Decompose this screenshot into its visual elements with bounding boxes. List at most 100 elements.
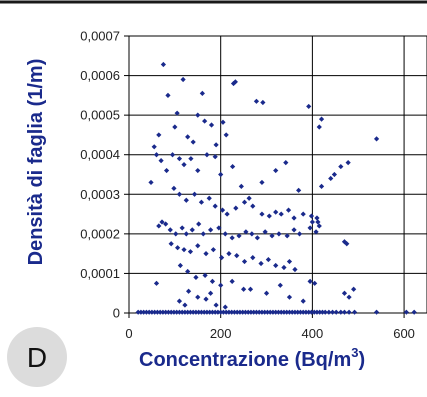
data-point	[284, 233, 290, 239]
data-point	[179, 225, 185, 231]
data-point	[259, 309, 265, 315]
data-point	[207, 309, 213, 315]
data-point	[174, 110, 180, 116]
data-point	[344, 241, 350, 247]
data-point	[176, 156, 183, 162]
data-point	[240, 309, 246, 315]
data-point	[316, 124, 322, 130]
data-point	[317, 309, 323, 315]
data-point	[195, 294, 201, 300]
data-point	[212, 203, 218, 209]
data-point	[174, 245, 181, 251]
data-point	[151, 144, 157, 150]
data-point	[135, 309, 141, 315]
data-point	[173, 231, 179, 237]
data-point	[283, 160, 289, 166]
data-point	[254, 235, 260, 241]
data-point	[322, 309, 328, 315]
data-point	[259, 211, 265, 217]
data-point	[190, 309, 196, 315]
data-point	[218, 309, 224, 315]
y-tick-label: 0,0007	[80, 29, 120, 44]
data-point	[230, 163, 236, 170]
data-point	[306, 309, 312, 315]
data-point	[209, 278, 216, 284]
data-point	[246, 195, 252, 201]
data-point	[309, 219, 315, 225]
x-axis-title-main: Concentrazione (Bq/m	[139, 349, 351, 371]
data-point	[286, 294, 293, 300]
data-point	[196, 221, 202, 227]
data-point	[267, 309, 273, 315]
data-point	[346, 294, 352, 300]
data-point	[201, 309, 207, 315]
data-point	[253, 98, 260, 104]
y-tick-label: 0,0006	[80, 68, 120, 83]
data-point	[319, 309, 326, 315]
data-point	[158, 158, 164, 164]
data-point	[373, 309, 380, 315]
data-point	[153, 280, 160, 286]
data-point	[236, 233, 242, 239]
x-axis-ticks: 0 200 400 600	[125, 313, 415, 341]
data-point	[195, 243, 201, 249]
data-point	[206, 195, 212, 201]
data-point	[185, 309, 191, 315]
data-point	[157, 309, 163, 315]
data-point	[202, 118, 208, 124]
data-point	[204, 309, 210, 315]
data-point	[179, 309, 185, 315]
data-point	[146, 309, 152, 315]
data-point	[216, 225, 222, 231]
x-axis-title-superscript: 3	[351, 345, 358, 360]
data-point	[307, 278, 313, 284]
data-point	[218, 282, 224, 288]
data-point	[300, 298, 306, 304]
x-tick-label: 200	[210, 326, 232, 341]
data-point	[297, 309, 304, 315]
y-tick-label: 0,0005	[80, 108, 120, 123]
data-point	[213, 142, 219, 148]
data-point	[163, 309, 169, 315]
data-point	[311, 309, 317, 315]
data-point	[326, 309, 332, 315]
data-point	[331, 171, 337, 178]
data-point	[314, 215, 320, 221]
data-point	[163, 221, 169, 227]
data-point	[208, 290, 214, 296]
panel-label: D	[27, 342, 47, 373]
data-point	[316, 223, 322, 229]
data-point	[180, 76, 186, 83]
panel-label-badge	[7, 327, 67, 387]
data-point	[249, 231, 255, 237]
data-point	[215, 309, 221, 315]
data-point	[278, 309, 284, 315]
data-point	[411, 309, 417, 315]
data-point	[204, 152, 210, 158]
data-point	[218, 171, 224, 178]
data-point	[143, 309, 150, 315]
data-point	[229, 278, 235, 284]
data-point	[176, 298, 183, 304]
data-point	[198, 199, 205, 205]
data-point	[232, 79, 238, 85]
data-point	[167, 227, 173, 233]
data-point	[208, 227, 214, 233]
data-point	[226, 309, 232, 315]
data-point	[291, 215, 297, 221]
data-point	[263, 290, 270, 296]
data-point	[183, 231, 189, 237]
data-point	[270, 309, 276, 315]
data-point	[193, 274, 199, 280]
data-point	[338, 309, 344, 315]
data-point	[160, 309, 166, 315]
data-point	[281, 264, 287, 271]
data-point	[234, 253, 240, 259]
data-point	[219, 207, 226, 213]
data-point	[154, 309, 161, 315]
data-point	[300, 309, 306, 315]
data-point	[241, 258, 248, 265]
data-point	[296, 231, 303, 237]
data-point	[199, 90, 205, 96]
